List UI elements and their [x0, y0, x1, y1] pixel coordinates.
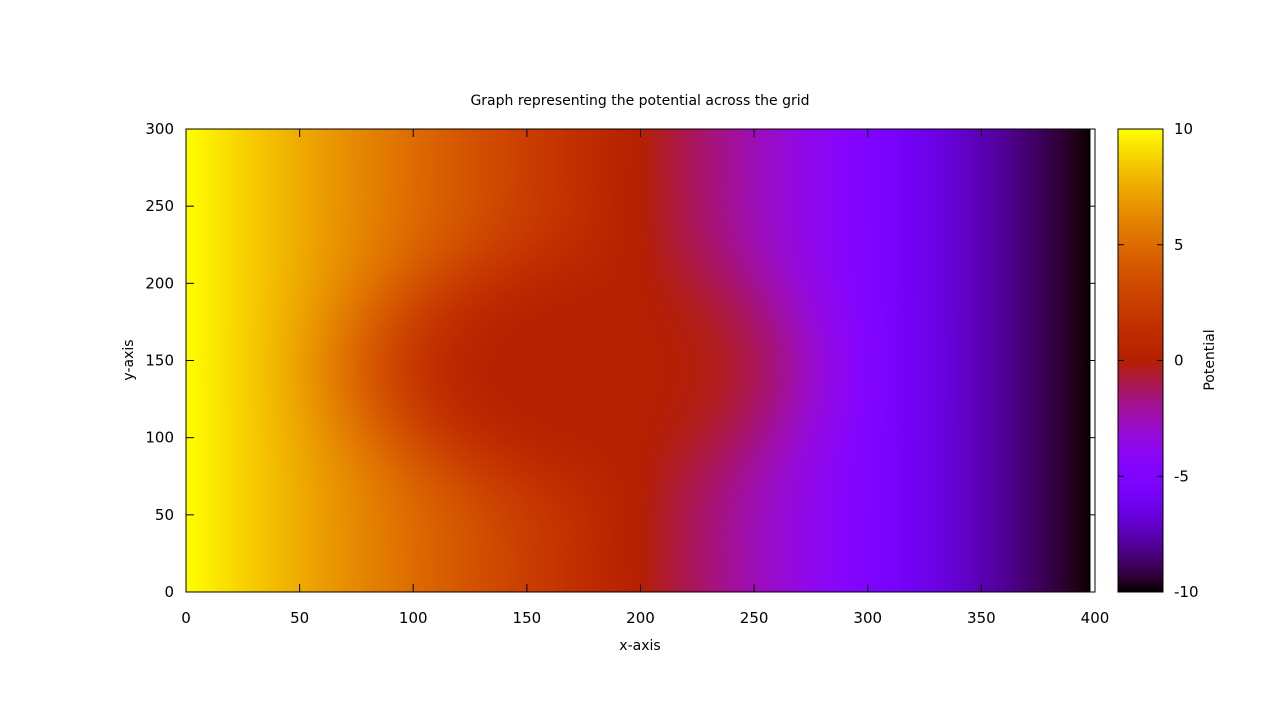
x-tick-label: 0 — [181, 609, 191, 627]
y-tick-label: 50 — [155, 506, 174, 524]
x-tick-label: 50 — [290, 609, 309, 627]
y-tick-label: 200 — [145, 274, 174, 292]
x-tick-label: 350 — [967, 609, 996, 627]
colorbar-tick-label: 0 — [1174, 352, 1184, 370]
y-tick-label: 250 — [145, 197, 174, 215]
x-tick-label: 100 — [399, 609, 428, 627]
colorbar-ticks: -10 -5 0 5 10 — [1118, 120, 1199, 601]
y-tick-label: 100 — [145, 429, 174, 447]
x-tick-label: 400 — [1081, 609, 1110, 627]
y-tick-label: 300 — [145, 120, 174, 138]
colorbar-gradient — [1118, 129, 1163, 592]
colorbar-tick-label: 10 — [1174, 120, 1193, 138]
x-tick-label: 150 — [513, 609, 542, 627]
colorbar-tick-label: 5 — [1174, 236, 1184, 254]
x-tick-label: 250 — [740, 609, 769, 627]
y-axis-ticks: 0 50 100 150 200 250 300 — [145, 120, 1095, 601]
x-axis-ticks: 0 50 100 150 200 250 300 350 400 — [181, 129, 1109, 627]
x-tick-label: 200 — [626, 609, 655, 627]
colorbar: -10 -5 0 5 10 Potential — [1117, 120, 1218, 601]
chart-title: Graph representing the potential across … — [470, 93, 809, 109]
heatmap-image — [186, 129, 1091, 592]
colorbar-tick-label: -10 — [1174, 583, 1199, 601]
colorbar-label: Potential — [1202, 329, 1218, 390]
y-axis-label: y-axis — [121, 339, 137, 380]
colorbar-tick-label: -5 — [1174, 467, 1189, 485]
x-axis-label: x-axis — [619, 638, 660, 654]
y-tick-label: 150 — [145, 352, 174, 370]
y-tick-label: 0 — [164, 583, 174, 601]
x-tick-label: 300 — [853, 609, 882, 627]
plot-area — [185, 128, 1096, 593]
